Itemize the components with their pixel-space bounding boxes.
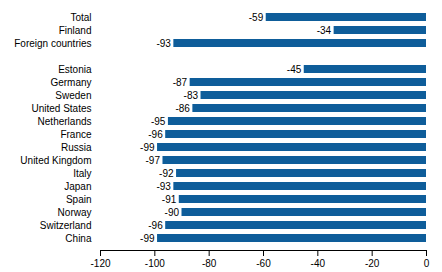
svg-text:-86: -86	[175, 103, 190, 114]
svg-text:Total: Total	[70, 12, 91, 23]
svg-text:-83: -83	[184, 90, 199, 101]
svg-text:-80: -80	[202, 258, 217, 269]
svg-text:Spain: Spain	[66, 194, 92, 205]
svg-text:-93: -93	[156, 181, 171, 192]
svg-text:-100: -100	[145, 258, 165, 269]
svg-text:-90: -90	[165, 207, 180, 218]
svg-text:-95: -95	[151, 116, 166, 127]
svg-text:Germany: Germany	[50, 77, 91, 88]
svg-text:Estonia: Estonia	[58, 64, 92, 75]
svg-text:-92: -92	[159, 168, 174, 179]
svg-text:-59: -59	[249, 12, 264, 23]
svg-text:Norway: Norway	[58, 207, 92, 218]
svg-text:-87: -87	[173, 77, 188, 88]
svg-text:-45: -45	[287, 64, 302, 75]
svg-text:Netherlands: Netherlands	[38, 116, 92, 127]
svg-text:France: France	[60, 129, 92, 140]
svg-text:Foreign countries: Foreign countries	[14, 38, 91, 49]
svg-text:Finland: Finland	[59, 25, 92, 36]
svg-text:China: China	[65, 233, 92, 244]
svg-text:-60: -60	[256, 258, 271, 269]
svg-text:Japan: Japan	[64, 181, 91, 192]
svg-text:-34: -34	[317, 25, 332, 36]
svg-text:-91: -91	[162, 194, 177, 205]
svg-text:Sweden: Sweden	[55, 90, 91, 101]
svg-text:-20: -20	[365, 258, 380, 269]
svg-text:United States: United States	[31, 103, 91, 114]
svg-text:-97: -97	[146, 155, 161, 166]
svg-text:-40: -40	[311, 258, 326, 269]
svg-text:Switzerland: Switzerland	[40, 220, 92, 231]
svg-text:Russia: Russia	[61, 142, 92, 153]
svg-text:Italy: Italy	[73, 168, 91, 179]
svg-text:-120: -120	[90, 258, 110, 269]
svg-text:-96: -96	[148, 220, 163, 231]
svg-text:-99: -99	[140, 142, 155, 153]
svg-text:-93: -93	[156, 38, 171, 49]
svg-text:-96: -96	[148, 129, 163, 140]
svg-text:United Kingdom: United Kingdom	[20, 155, 91, 166]
svg-text:-99: -99	[140, 233, 155, 244]
svg-text:0: 0	[424, 258, 430, 269]
